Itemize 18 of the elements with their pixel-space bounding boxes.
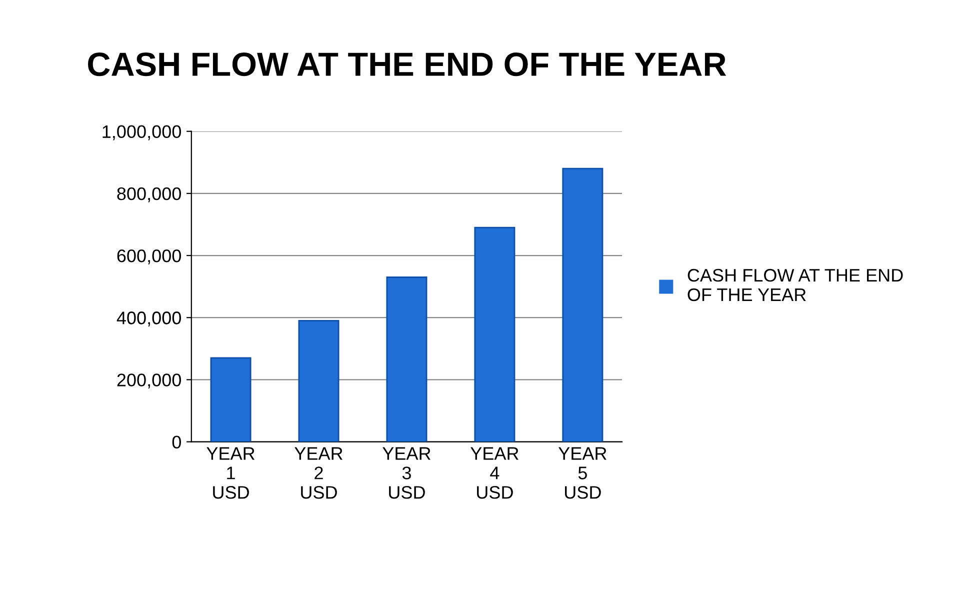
y-tick-label: 0 [172, 436, 181, 448]
y-tick-label: 600,000 [117, 249, 181, 264]
chart-title: CASH FLOW AT THE END OF THE YEAR [88, 52, 726, 76]
y-tick-label: 400,000 [116, 312, 181, 326]
legend-label: CASH FLOW AT THE END OF THE YEAR [688, 268, 903, 302]
bar [474, 226, 516, 442]
y-tick-label: 800,000 [117, 187, 181, 202]
x-tick-label: YEAR 3 USD [382, 447, 430, 499]
bar [210, 357, 252, 442]
x-tick-label: YEAR 4 USD [470, 447, 518, 499]
x-tick-label: YEAR 2 USD [294, 447, 342, 499]
bar [562, 168, 604, 442]
y-tick-label: 200,000 [117, 374, 181, 389]
x-tick-label: YEAR 1 USD [206, 447, 255, 499]
y-tick-label: 1,000,000 [102, 125, 181, 140]
bar [386, 276, 428, 442]
bar [298, 320, 340, 442]
x-tick-label: YEAR 5 USD [558, 447, 606, 499]
